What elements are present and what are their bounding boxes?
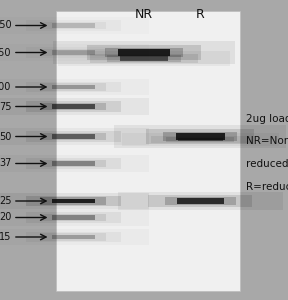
Text: NR=Non-: NR=Non- <box>246 136 288 146</box>
Bar <box>26 47 121 58</box>
Bar <box>148 195 252 207</box>
Text: 20: 20 <box>0 212 12 223</box>
Bar <box>26 131 121 142</box>
Bar <box>26 232 121 242</box>
Bar <box>26 196 121 206</box>
Bar <box>52 50 95 55</box>
Bar <box>52 235 95 239</box>
Text: 150: 150 <box>0 47 12 58</box>
Bar <box>41 133 106 140</box>
Bar <box>26 82 121 92</box>
Bar <box>146 129 254 144</box>
Bar <box>0 155 149 172</box>
Bar <box>90 54 198 63</box>
Bar <box>118 192 283 211</box>
Bar <box>41 160 106 167</box>
Bar <box>52 23 95 28</box>
Text: 25: 25 <box>0 196 12 206</box>
Text: 50: 50 <box>0 131 12 142</box>
Bar <box>165 197 236 205</box>
Bar <box>0 229 149 245</box>
Bar <box>41 197 106 205</box>
Bar <box>166 137 234 142</box>
Bar <box>114 125 286 148</box>
Bar <box>176 133 225 140</box>
Text: reduced: reduced <box>246 159 288 169</box>
Text: 2ug loading: 2ug loading <box>246 114 288 124</box>
Text: 75: 75 <box>0 101 12 112</box>
Bar <box>41 103 106 110</box>
Bar <box>56 11 240 291</box>
Bar <box>52 134 95 139</box>
Text: R=reduced: R=reduced <box>246 182 288 191</box>
Bar <box>53 41 235 64</box>
Bar <box>26 212 121 223</box>
Bar <box>41 83 106 91</box>
Bar <box>0 98 149 115</box>
Bar <box>118 49 170 56</box>
Bar <box>0 193 149 209</box>
Text: 250: 250 <box>0 20 12 31</box>
Text: R: R <box>196 8 204 20</box>
Bar <box>41 49 106 56</box>
Bar <box>0 44 149 61</box>
Bar <box>52 161 95 166</box>
Text: 15: 15 <box>0 232 12 242</box>
Bar <box>52 199 95 203</box>
Bar <box>41 233 106 241</box>
Bar <box>41 214 106 221</box>
Bar <box>87 45 201 60</box>
Bar <box>0 209 149 226</box>
Text: NR: NR <box>135 8 153 20</box>
Bar <box>41 22 106 29</box>
Bar <box>178 138 223 141</box>
Bar <box>177 198 224 204</box>
Bar <box>120 56 168 61</box>
Bar <box>0 79 149 95</box>
Text: 100: 100 <box>0 82 12 92</box>
Bar <box>52 104 95 109</box>
Bar <box>58 51 230 66</box>
Bar <box>26 101 121 112</box>
Bar <box>26 20 121 31</box>
Bar <box>52 215 95 220</box>
Text: 37: 37 <box>0 158 12 169</box>
Bar <box>26 158 121 169</box>
Bar <box>151 136 250 143</box>
Bar <box>107 55 181 62</box>
Bar <box>122 133 279 146</box>
Bar <box>163 131 237 142</box>
Bar <box>105 47 183 57</box>
Bar <box>52 85 95 89</box>
Bar <box>0 17 149 34</box>
Bar <box>0 128 149 145</box>
